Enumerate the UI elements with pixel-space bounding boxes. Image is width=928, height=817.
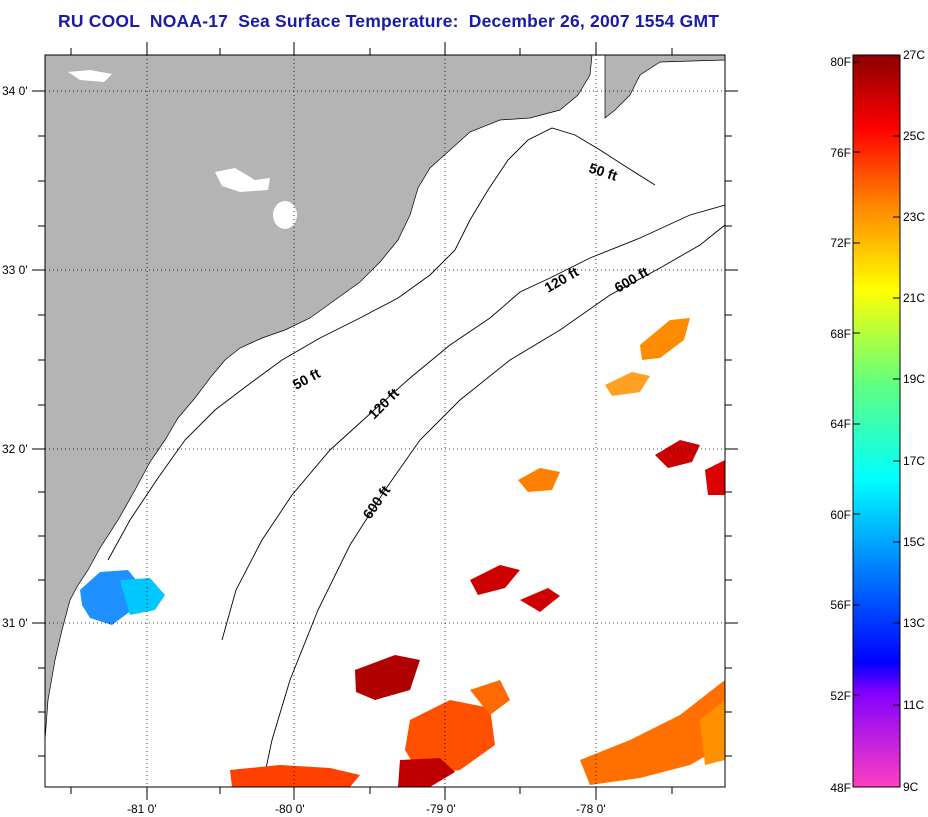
lat-ticks <box>32 90 738 757</box>
colorbar-label-76f: 76F <box>830 146 851 160</box>
lon-label-81: -81 0' <box>127 802 157 816</box>
colorbar-label-72f: 72F <box>830 236 851 250</box>
lat-label-34: 34 0' <box>2 84 28 98</box>
colorbar-label-23c: 23C <box>903 210 926 224</box>
colorbar-ticks <box>853 54 900 706</box>
sst-patches <box>80 318 725 787</box>
lat-label-33: 33 0' <box>2 263 28 277</box>
lon-label-80: -80 0' <box>275 802 305 816</box>
land-northeast <box>604 55 725 119</box>
colorbar-label-52f: 52F <box>830 689 851 703</box>
lat-label-31: 31 0' <box>2 616 28 630</box>
colorbar-label-48f: 48F <box>830 781 851 795</box>
colorbar-label-15c: 15C <box>903 535 926 549</box>
colorbar-label-9c: 9C <box>903 780 919 794</box>
lat-label-32: 32 0' <box>2 442 28 456</box>
colorbar-label-64f: 64F <box>830 417 851 431</box>
contour-120ft <box>221 204 725 641</box>
chart-title: RU COOL NOAA-17 Sea Surface Temperature:… <box>58 11 720 31</box>
contour-50ft <box>107 127 656 561</box>
lon-label-79: -79 0' <box>426 802 456 816</box>
colorbar-label-56f: 56F <box>830 598 851 612</box>
lon-ticks <box>70 42 673 800</box>
colorbar-label-21c: 21C <box>903 291 926 305</box>
colorbar-label-11c: 11C <box>903 698 925 712</box>
colorbar-label-27c: 27C <box>903 48 926 62</box>
colorbar-label-17c: 17C <box>903 454 926 468</box>
colorbar-label-13c: 13C <box>903 616 926 630</box>
colorbar-label-60f: 60F <box>830 508 851 522</box>
lon-label-78: -78 0' <box>576 802 606 816</box>
graticule <box>45 55 725 787</box>
colorbar-label-19c: 19C <box>903 372 926 386</box>
colorbar-label-68f: 68F <box>830 327 851 341</box>
land-mass <box>45 55 593 741</box>
colorbar-label-80f: 80F <box>830 55 851 69</box>
contour-600ft <box>261 224 725 787</box>
colorbar <box>852 54 901 788</box>
colorbar-label-25c: 25C <box>903 129 926 143</box>
map-frame <box>44 54 726 788</box>
